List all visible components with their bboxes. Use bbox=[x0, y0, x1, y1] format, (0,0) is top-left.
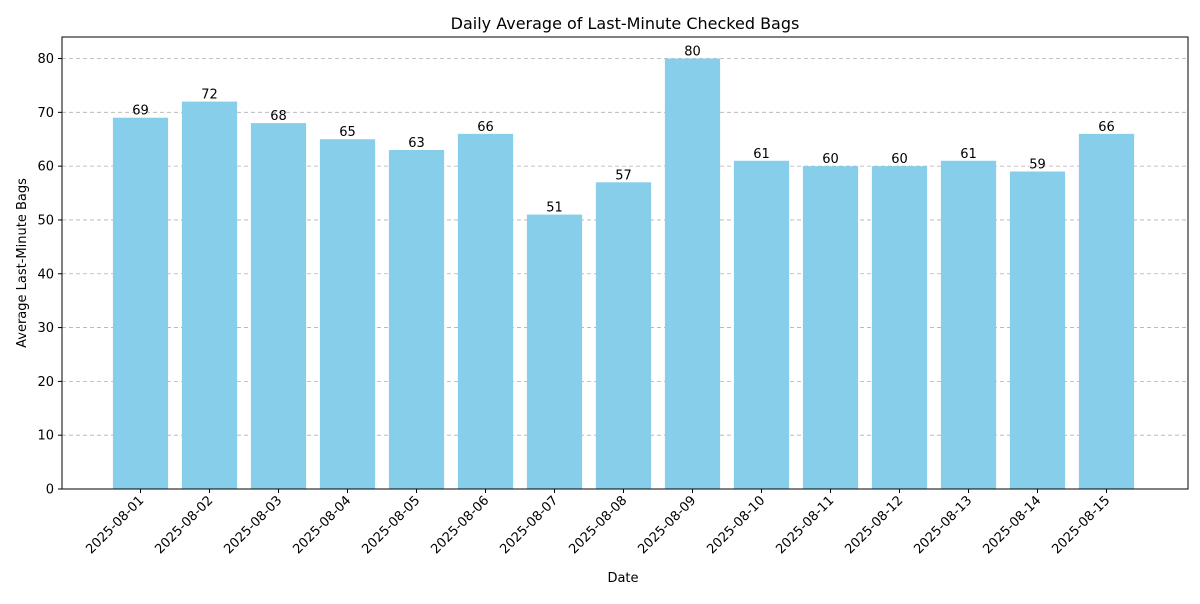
x-tick-label: 2025-08-10 bbox=[704, 493, 768, 557]
bar-2025-08-04 bbox=[319, 139, 376, 489]
y-tick-label: 70 bbox=[37, 106, 54, 121]
y-tick-label: 20 bbox=[37, 375, 54, 390]
data-label: 66 bbox=[477, 120, 494, 135]
data-label: 63 bbox=[408, 136, 425, 151]
data-label: 72 bbox=[201, 88, 218, 103]
bar-2025-08-03 bbox=[250, 123, 307, 489]
bar-2025-08-02 bbox=[181, 101, 238, 490]
x-tick-label: 2025-08-09 bbox=[635, 493, 699, 557]
bar-2025-08-13 bbox=[940, 160, 997, 489]
y-tick-label: 60 bbox=[37, 160, 54, 175]
data-labels: 69 72 68 65 63 66 51 57 80 61 60 60 61 59 66 bbox=[132, 45, 1115, 216]
bar-2025-08-12 bbox=[871, 166, 928, 489]
bar-2025-08-06 bbox=[457, 133, 514, 489]
data-label: 57 bbox=[615, 168, 632, 183]
bar-2025-08-11 bbox=[802, 166, 859, 489]
y-axis-label: Average Last-Minute Bags bbox=[15, 178, 30, 348]
bar-2025-08-09 bbox=[664, 58, 721, 490]
data-label: 68 bbox=[270, 109, 287, 124]
plot-area-frame bbox=[61, 36, 1189, 490]
x-axis-label: Date bbox=[607, 571, 638, 586]
x-tick-label: 2025-08-12 bbox=[842, 493, 906, 557]
x-tick-label: 2025-08-14 bbox=[980, 493, 1044, 557]
bar-2025-08-08 bbox=[595, 182, 652, 490]
y-tick-label: 10 bbox=[37, 429, 54, 444]
x-tick-label: 2025-08-03 bbox=[221, 493, 285, 557]
x-tick-label: 2025-08-05 bbox=[359, 493, 423, 557]
x-tick-label: 2025-08-07 bbox=[497, 493, 561, 557]
y-tick-label: 50 bbox=[37, 213, 54, 228]
chart-title: Daily Average of Last-Minute Checked Bag… bbox=[451, 14, 800, 33]
data-label: 66 bbox=[1098, 120, 1115, 135]
data-label: 61 bbox=[753, 147, 770, 162]
data-label: 59 bbox=[1029, 158, 1046, 173]
x-tick-label: 2025-08-11 bbox=[773, 493, 837, 557]
data-label: 80 bbox=[684, 45, 701, 60]
data-label: 60 bbox=[891, 152, 908, 167]
data-label: 69 bbox=[132, 104, 149, 119]
data-label: 61 bbox=[960, 147, 977, 162]
x-tick-label: 2025-08-06 bbox=[428, 493, 492, 557]
x-tick-label: 2025-08-15 bbox=[1049, 493, 1113, 557]
bar-2025-08-07 bbox=[526, 214, 583, 490]
x-axis-ticks: 2025-08-01 2025-08-02 2025-08-03 2025-08-04… bbox=[83, 489, 1113, 557]
y-axis-ticks: 0 10 20 30 40 50 60 70 80 bbox=[37, 52, 62, 498]
y-tick-label: 40 bbox=[37, 267, 54, 282]
data-label: 60 bbox=[822, 152, 839, 167]
y-tick-label: 80 bbox=[37, 52, 54, 67]
x-tick-label: 2025-08-01 bbox=[83, 493, 147, 557]
x-tick-label: 2025-08-13 bbox=[911, 493, 975, 557]
y-tick-label: 0 bbox=[46, 483, 54, 498]
x-tick-label: 2025-08-02 bbox=[152, 493, 216, 557]
bar-2025-08-14 bbox=[1009, 171, 1066, 489]
bar-2025-08-01 bbox=[112, 117, 169, 489]
x-tick-label: 2025-08-04 bbox=[290, 493, 354, 557]
x-tick-label: 2025-08-08 bbox=[566, 493, 630, 557]
y-tick-label: 30 bbox=[37, 321, 54, 336]
bar-2025-08-10 bbox=[733, 160, 790, 489]
bar-2025-08-15 bbox=[1078, 133, 1135, 489]
bars bbox=[112, 58, 1135, 490]
data-label: 51 bbox=[546, 201, 563, 216]
data-label: 65 bbox=[339, 125, 356, 140]
bar-2025-08-05 bbox=[388, 150, 445, 489]
